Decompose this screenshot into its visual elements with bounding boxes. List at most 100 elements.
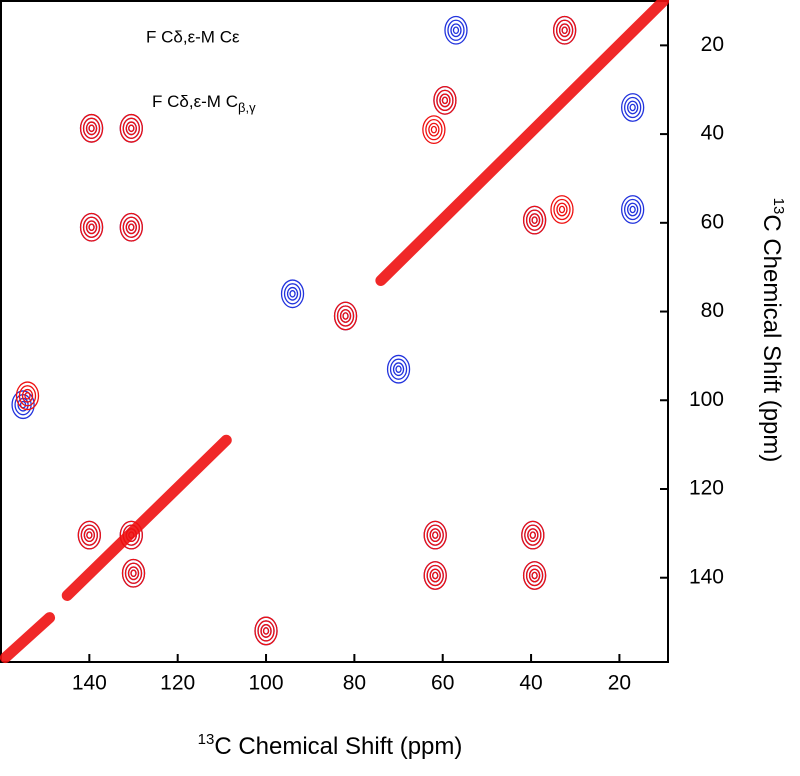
contour xyxy=(627,202,639,217)
contour xyxy=(550,195,574,224)
contour xyxy=(627,100,639,115)
contour xyxy=(428,122,440,137)
contour xyxy=(280,279,305,309)
contour xyxy=(339,309,352,323)
contour xyxy=(24,392,31,400)
y-tick-label: 100 xyxy=(689,388,724,411)
contour xyxy=(286,286,299,301)
contour xyxy=(441,96,449,105)
x-tick-label: 140 xyxy=(72,672,107,695)
contour xyxy=(426,524,444,546)
contour xyxy=(552,15,577,45)
contour xyxy=(127,566,140,581)
contour xyxy=(257,620,275,642)
cross-peak xyxy=(522,561,547,590)
contour xyxy=(260,624,272,638)
contour xyxy=(426,564,444,587)
x-tick-label: 40 xyxy=(519,672,542,695)
contour xyxy=(342,312,349,320)
contour xyxy=(85,121,98,136)
plot-area xyxy=(0,0,670,664)
contour xyxy=(432,571,439,580)
contour xyxy=(119,212,143,242)
contour xyxy=(558,23,571,38)
contour xyxy=(389,358,408,380)
contour xyxy=(88,124,95,133)
contour xyxy=(422,115,446,145)
cross-peak xyxy=(121,558,146,588)
contour xyxy=(333,301,358,331)
contour xyxy=(11,390,35,420)
cross-peak xyxy=(333,301,358,331)
cross-peak xyxy=(79,212,104,242)
cross-peak xyxy=(119,113,143,143)
contour xyxy=(529,531,536,539)
contour xyxy=(289,290,296,298)
contour xyxy=(82,216,101,238)
contour xyxy=(527,528,539,543)
cross-peak xyxy=(621,195,645,224)
contour xyxy=(436,89,454,112)
contour xyxy=(425,119,443,141)
contour xyxy=(433,85,457,115)
cross-peak xyxy=(423,520,447,550)
cross-peak xyxy=(444,15,468,45)
x-tick-label: 60 xyxy=(431,672,454,695)
contour xyxy=(524,524,542,546)
cross-peak xyxy=(15,381,40,411)
x-tick-label: 120 xyxy=(160,672,195,695)
contour xyxy=(528,213,541,228)
contour xyxy=(85,220,98,235)
x-tick-label: 20 xyxy=(608,672,631,695)
contour xyxy=(432,531,439,539)
cross-peak xyxy=(433,85,457,115)
y-tick-label: 40 xyxy=(701,122,724,145)
y-tick-label: 120 xyxy=(689,477,724,500)
contour xyxy=(122,216,140,238)
contour xyxy=(15,381,40,411)
contour xyxy=(528,568,541,583)
contour xyxy=(79,212,104,242)
contour xyxy=(629,103,636,112)
contour xyxy=(423,520,447,550)
contour xyxy=(621,195,645,224)
cross-peak xyxy=(550,195,574,224)
annotation-sub: β,γ xyxy=(238,100,256,115)
contour xyxy=(531,216,538,224)
contour xyxy=(125,121,137,136)
contour xyxy=(18,385,37,407)
cross-peak xyxy=(621,93,645,122)
cross-peak xyxy=(254,616,278,646)
contour xyxy=(82,117,101,139)
contour xyxy=(525,209,544,231)
contour xyxy=(555,19,574,41)
x-axis-title: 13C Chemical Shift (ppm) xyxy=(198,731,463,760)
annotation-text: F Cδ,ε-M C xyxy=(152,92,238,111)
x-tick-label: 100 xyxy=(249,672,284,695)
cross-peak xyxy=(386,354,411,384)
x-title-sup: 13 xyxy=(198,731,215,748)
plot-frame xyxy=(0,0,669,663)
contour xyxy=(119,113,143,143)
contour xyxy=(423,561,447,590)
contour xyxy=(262,627,270,635)
annotation: F Cδ,ε-M Cβ,γ xyxy=(152,92,256,115)
contour xyxy=(122,117,140,139)
cross-peak xyxy=(552,15,577,45)
cross-peak xyxy=(79,113,104,143)
contour xyxy=(561,26,568,35)
annotation: F Cδ,ε-M Cε xyxy=(146,27,240,46)
contour xyxy=(336,305,355,327)
contour xyxy=(283,283,302,305)
contour xyxy=(124,562,143,584)
contour xyxy=(80,524,98,546)
y-tick-label: 20 xyxy=(701,33,724,56)
contour xyxy=(522,561,547,590)
contour xyxy=(629,205,636,214)
contour xyxy=(429,568,441,583)
contour xyxy=(558,205,566,214)
contour xyxy=(130,569,137,578)
contour xyxy=(621,93,645,122)
y-axis-title: 13C Chemical Shift (ppm) xyxy=(758,198,787,463)
contour xyxy=(77,520,101,550)
